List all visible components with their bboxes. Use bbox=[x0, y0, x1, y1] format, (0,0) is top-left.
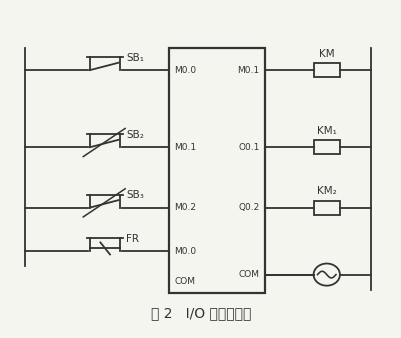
Text: M0.2: M0.2 bbox=[174, 203, 196, 212]
Text: KM: KM bbox=[318, 49, 334, 59]
Bar bbox=[313, 63, 339, 77]
Text: KM₁: KM₁ bbox=[316, 126, 336, 136]
Bar bbox=[313, 200, 339, 215]
Text: KM₂: KM₂ bbox=[316, 187, 336, 196]
Bar bbox=[313, 140, 339, 154]
Text: M0.1: M0.1 bbox=[174, 143, 196, 152]
Text: 图 2   I/O 配置接线图: 图 2 I/O 配置接线图 bbox=[150, 306, 251, 320]
Text: COM: COM bbox=[238, 270, 259, 279]
Text: M0.0: M0.0 bbox=[174, 66, 196, 75]
Text: M0.1: M0.1 bbox=[237, 66, 259, 75]
Text: FR: FR bbox=[126, 234, 139, 244]
Text: SB₁: SB₁ bbox=[126, 53, 144, 63]
Text: SB₃: SB₃ bbox=[126, 190, 144, 200]
Text: COM: COM bbox=[174, 277, 195, 286]
Bar bbox=[169, 48, 264, 293]
Text: O0.1: O0.1 bbox=[238, 143, 259, 152]
Text: Q0.2: Q0.2 bbox=[238, 203, 259, 212]
Text: M0.0: M0.0 bbox=[174, 247, 196, 256]
Text: SB₂: SB₂ bbox=[126, 130, 144, 140]
